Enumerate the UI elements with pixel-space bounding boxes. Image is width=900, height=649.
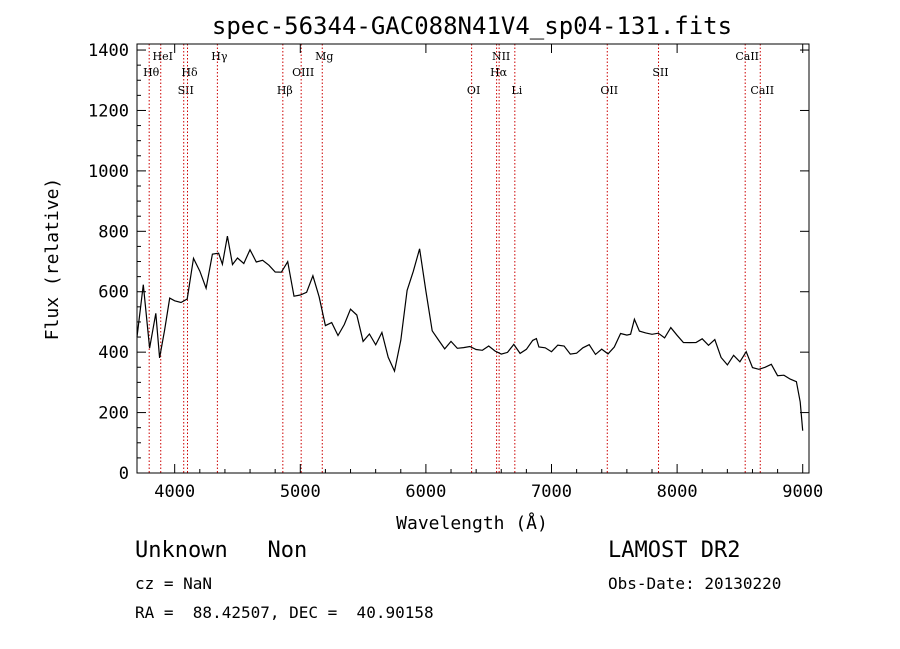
line-label: SII <box>178 84 194 97</box>
coordinates-label: RA = 88.42507, DEC = 40.90158 <box>135 603 434 622</box>
plot-frame <box>136 43 810 474</box>
x-tick-label: 5000 <box>280 482 321 502</box>
line-label: CaII <box>735 50 759 63</box>
line-label: OII <box>600 84 618 97</box>
object-class-label: Unknown Non <box>135 538 308 563</box>
x-axis-label: Wavelength (Å) <box>396 512 548 534</box>
line-label: Li <box>511 84 522 97</box>
x-tick-label: 8000 <box>657 482 698 502</box>
line-label: Mg <box>315 50 333 63</box>
chart-title: spec-56344-GAC088N41V4_sp04-131.fits <box>212 12 732 40</box>
y-tick-label: 800 <box>98 222 129 242</box>
line-label: Hγ <box>211 50 228 63</box>
redshift-label: cz = NaN <box>135 574 213 593</box>
spectrum-line <box>136 235 804 431</box>
x-tick-label: 4000 <box>154 482 195 502</box>
obs-date-label: Obs-Date: 20130220 <box>608 574 782 593</box>
x-tick-label: 6000 <box>405 482 446 502</box>
y-tick-label: 600 <box>98 283 129 303</box>
line-label: NII <box>492 50 510 63</box>
y-tick-label: 1400 <box>88 41 129 61</box>
y-tick-label: 0 <box>119 464 129 484</box>
x-tick-label: 7000 <box>531 482 572 502</box>
line-label: OI <box>467 84 480 97</box>
y-axis-label: Flux (relative) <box>42 178 63 341</box>
y-tick-label: 400 <box>98 343 129 363</box>
line-label: Hβ <box>277 84 293 97</box>
line-label: Hα <box>490 66 508 79</box>
line-label: OIII <box>292 66 314 79</box>
survey-label: LAMOST DR2 <box>608 538 741 563</box>
y-tick-label: 1200 <box>88 101 129 121</box>
line-label: Hδ <box>181 66 198 79</box>
y-tick-label: 200 <box>98 404 129 424</box>
axes: 4000 5000 6000 7000 8000 9000 0 200 400 600 800 100… <box>88 41 823 502</box>
y-tick-label: 1000 <box>88 162 129 182</box>
line-label: CaII <box>750 84 774 97</box>
line-label: Hθ <box>143 66 160 79</box>
line-label: HeI <box>153 50 173 63</box>
line-label: SII <box>652 66 668 79</box>
x-tick-label: 9000 <box>782 482 823 502</box>
